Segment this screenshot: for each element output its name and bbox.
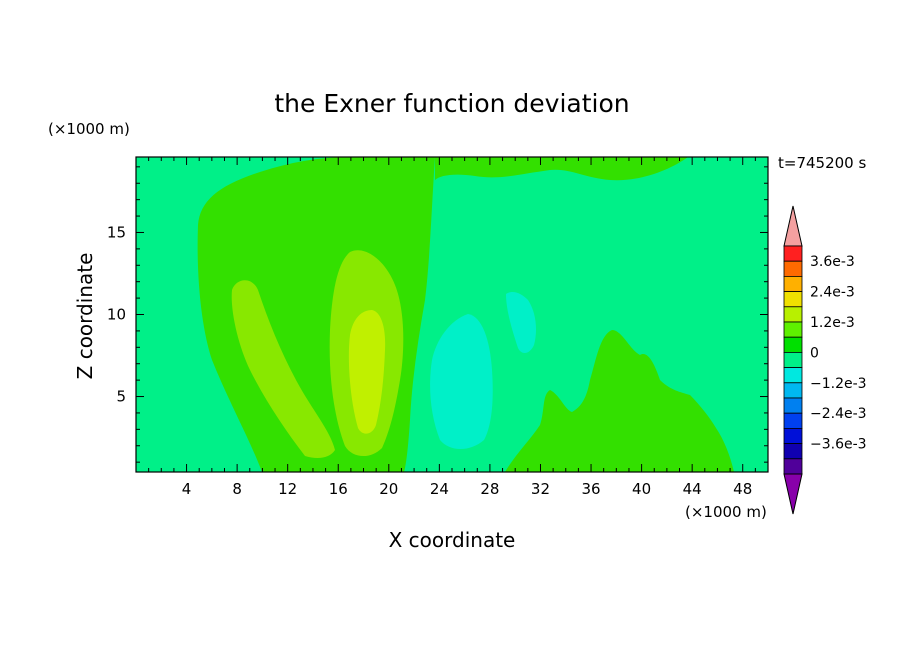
colorbar-label: 2.4e-3 [810,285,855,301]
colorbar-swatch [783,443,803,460]
x-tick-label: 44 [683,480,702,498]
region-negative-x26 [430,314,493,449]
colorbar-swatch [783,397,803,414]
colorbar-label: 0 [810,345,819,361]
colorbar-swatch [783,367,803,384]
region-top-right-positive [435,157,688,181]
colorbar: 3.6e-3 2.4e-3 1.2e-3 0 −1.2e-3 −2.4e-3 −3.6e-3 [783,205,867,515]
x-tick-label: 4 [182,480,192,498]
colorbar-under-triangle [783,473,803,515]
y-tick-label: 10 [107,306,126,324]
y-tick-label: 5 [116,388,126,406]
x-tick-label: 40 [632,480,651,498]
colorbar-label: 3.6e-3 [810,254,855,270]
x-tick-label: 20 [379,480,398,498]
x-tick-label: 12 [278,480,297,498]
region-tongue-x10 [231,280,335,458]
colorbar-swatch [783,427,803,444]
z-unit-label: (×1000 m) [48,120,130,138]
colorbar-swatch [783,336,803,353]
region-core-x18 [348,310,386,434]
colorbar-swatch [783,291,803,308]
colorbar-swatch [783,260,803,277]
colorbar-swatch [783,275,803,292]
colorbar-swatch [783,412,803,429]
y-tick-label: 15 [107,223,126,241]
x-tick-label: 28 [480,480,499,498]
x-axis-title: X coordinate [389,528,516,552]
colorbar-swatch [783,351,803,368]
colorbar-label: 1.2e-3 [810,315,855,331]
colorbar-swatch [783,245,803,262]
y-ticks: 5 10 15 [107,166,768,463]
x-tick-label: 24 [430,480,449,498]
colorbar-label: −1.2e-3 [810,376,867,392]
colorbar-label: −3.6e-3 [810,437,867,453]
region-negative-x31 [506,292,536,354]
colorbar-swatch [783,458,803,475]
x-tick-label: 36 [581,480,600,498]
x-unit-label: (×1000 m) [685,503,767,521]
colorbar-swatch [783,382,803,399]
x-tick-label: 16 [329,480,348,498]
x-tick-label: 8 [232,480,242,498]
x-tick-label: 32 [531,480,550,498]
x-ticks: 4 8 12 16 20 24 28 32 36 40 44 48 [148,157,756,498]
chart-title: the Exner function deviation [274,89,629,118]
region-lower-right-positive [505,330,734,472]
colorbar-over-triangle [783,205,803,247]
colorbar-swatch [783,306,803,323]
x-tick-label: 48 [733,480,752,498]
y-axis-title: Z coordinate [73,253,97,380]
colorbar-swatch [783,321,803,338]
time-label: t=745200 s [778,154,866,172]
colorbar-label: −2.4e-3 [810,406,867,422]
